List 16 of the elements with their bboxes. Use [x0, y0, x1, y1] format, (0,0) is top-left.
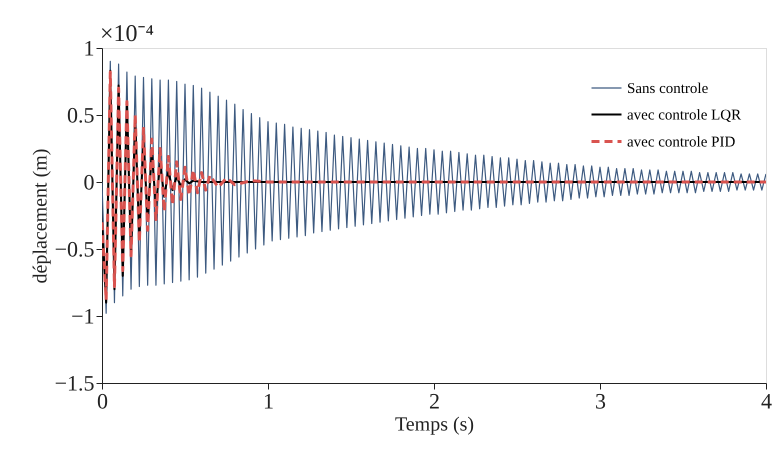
x-tick-label: 2: [429, 388, 440, 414]
text: ×10⁻⁴: [100, 21, 154, 47]
legend-label: avec controle LQR: [627, 108, 742, 124]
x-tick-label: 4: [761, 388, 772, 414]
legend-label: avec controle PID: [627, 134, 736, 150]
y-tick-label: −0.5: [54, 236, 94, 262]
y-tick-label: 0: [84, 170, 94, 194]
x-axis-title: Temps (s): [394, 414, 474, 436]
y-tick-label: −1: [71, 304, 94, 328]
y-tick-label: 1: [84, 36, 94, 60]
legend-label: Sans controle: [627, 81, 709, 97]
x-tick-label: 1: [263, 388, 274, 414]
x-tick-label: 3: [595, 388, 606, 414]
y-axis-title: déplacement (m): [30, 148, 52, 284]
y-tick-label: −1.5: [54, 370, 94, 396]
y-tick-label: 0.5: [67, 102, 94, 128]
